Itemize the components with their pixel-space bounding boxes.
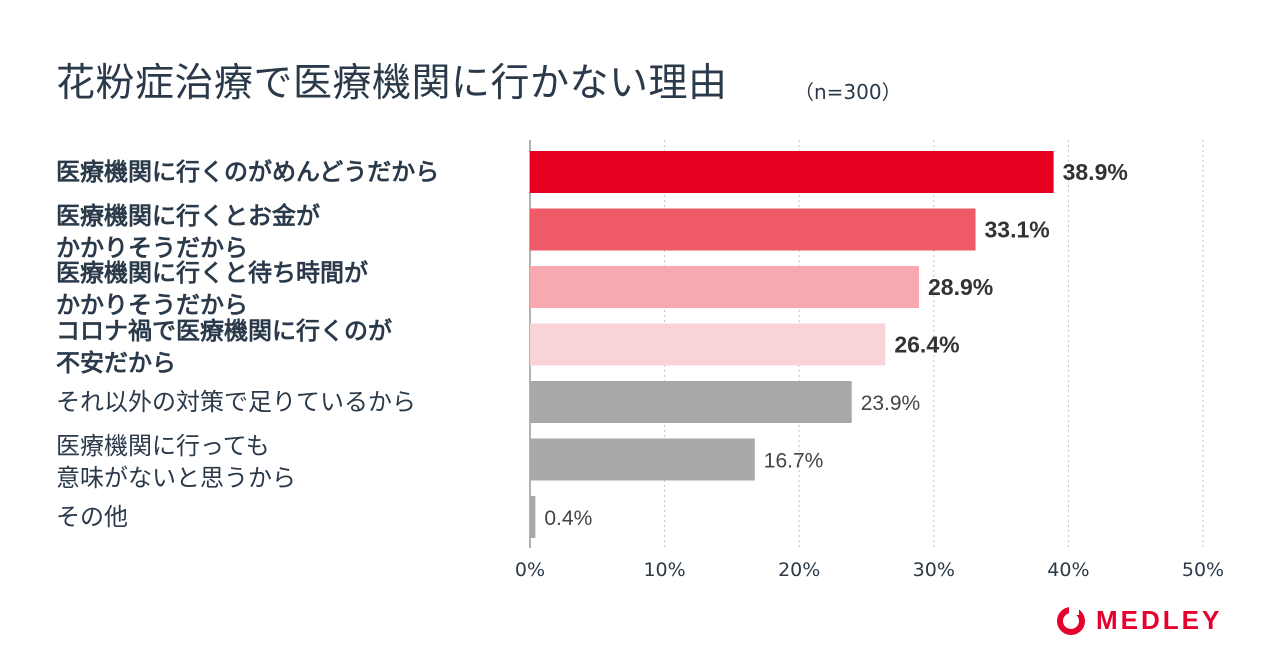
bar: [530, 323, 886, 366]
x-tick-label: 0%: [515, 559, 545, 581]
medley-logo-icon: [1057, 606, 1085, 635]
value-label: 28.9%: [928, 274, 993, 300]
category-label: 医療機関に行くと待ち時間が かかりそうだから: [56, 259, 368, 319]
x-tick-label: 40%: [1047, 559, 1089, 581]
category-label: コロナ禍で医療機関に行くのが 不安だから: [56, 316, 392, 377]
value-label: 38.9%: [1063, 159, 1128, 185]
category-label: 医療機関に行っても 意味がないと思うから: [56, 431, 296, 492]
x-tick-label: 30%: [913, 559, 955, 581]
value-label: 16.7%: [764, 450, 824, 473]
x-tick-label: 20%: [778, 559, 820, 581]
medley-logo: MEDLEY: [1056, 605, 1222, 636]
x-tick-label: 50%: [1182, 559, 1224, 581]
medley-logo-text: MEDLEY: [1096, 605, 1223, 635]
bar: [530, 438, 755, 481]
x-tick-label: 10%: [643, 559, 685, 581]
value-label: 0.4%: [544, 507, 592, 530]
bar: [530, 208, 976, 251]
category-label: 医療機関に行くとお金が かかりそうだから: [56, 201, 320, 262]
category-label: その他: [56, 503, 128, 531]
value-label: 26.4%: [894, 332, 959, 358]
category-label: 医療機関に行くのがめんどうだから: [56, 158, 440, 186]
value-label: 23.9%: [861, 392, 921, 415]
value-label: 33.1%: [985, 217, 1050, 243]
category-label: それ以外の対策で足りているから: [56, 388, 416, 416]
bar: [530, 496, 536, 538]
bar: [530, 266, 919, 308]
chart-title: 花粉症治療で医療機関に行かない理由: [56, 61, 728, 106]
bar: [530, 151, 1054, 193]
chart-subtitle: （n=300）: [794, 80, 902, 104]
bar: [530, 381, 852, 423]
